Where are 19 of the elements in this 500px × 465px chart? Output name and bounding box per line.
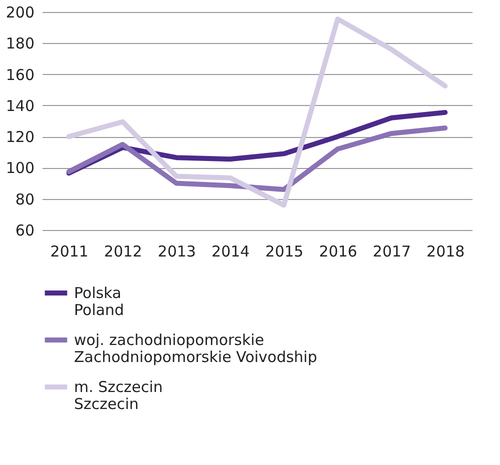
x-tick-label: 2014	[212, 242, 250, 260]
y-tick-label: 80	[15, 190, 34, 208]
y-tick-label: 60	[15, 222, 34, 240]
x-tick-label: 2018	[426, 242, 465, 260]
legend-label: woj. zachodniopomorskie Zachodniopomorskie Voivodship	[74, 331, 318, 366]
y-tick-label: 180	[6, 34, 34, 53]
x-tick-label: 2013	[158, 242, 196, 260]
y-tick-label: 160	[6, 66, 34, 84]
x-tick-label: 2015	[265, 242, 304, 260]
y-tick-label: 140	[6, 96, 34, 115]
legend-label: m. Szczecin Szczecin	[74, 378, 163, 413]
x-tick-label: 2016	[319, 242, 358, 260]
y-tick-label: 120	[6, 128, 34, 146]
x-tick-label: 2011	[50, 242, 88, 260]
y-tick-label: 100	[6, 159, 34, 178]
x-tick-label: 2017	[372, 242, 411, 260]
x-tick-label: 2012	[104, 242, 142, 260]
legend-label: Polska Poland	[74, 284, 124, 319]
y-tick-label: 200	[6, 4, 34, 22]
